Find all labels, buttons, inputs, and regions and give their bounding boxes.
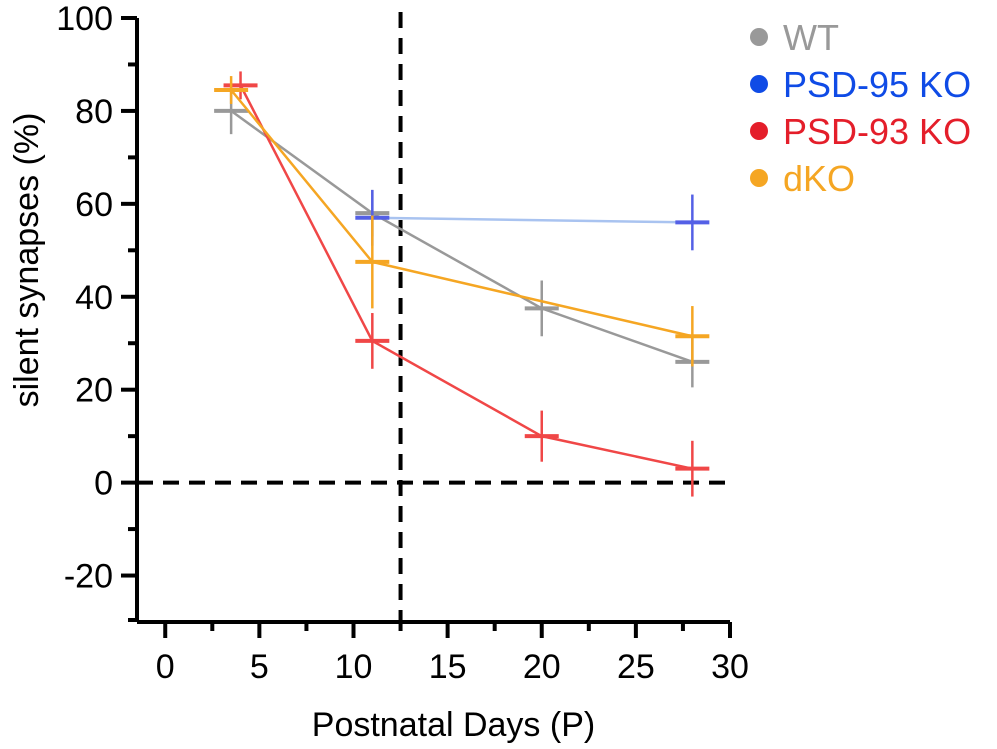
legend-label: PSD-93 KO — [783, 111, 971, 152]
legend-label: dKO — [783, 158, 855, 199]
series-line — [230, 89, 693, 338]
legend-marker — [750, 75, 768, 93]
series-dko — [214, 76, 710, 367]
x-tick-label: 0 — [156, 648, 175, 686]
x-tick-label: 5 — [250, 648, 269, 686]
legend-marker — [750, 169, 768, 187]
y-tick-label: -20 — [64, 558, 113, 596]
axes: -20 0 20 40 60 80 100 0 5 10 15 20 25 30 — [56, 0, 749, 686]
x-tick-label: 25 — [617, 648, 655, 686]
series-line — [230, 109, 693, 363]
series-psd-93-ko — [223, 71, 710, 497]
legend-marker — [750, 28, 768, 46]
x-tick-label: 30 — [711, 648, 749, 686]
legend-label: WT — [783, 17, 839, 58]
legend-marker — [750, 122, 768, 140]
x-tick-label: 10 — [335, 648, 373, 686]
legend: WT PSD-95 KO PSD-93 KO dKO — [750, 17, 971, 199]
y-axis-title: silent synapses (%) — [8, 113, 46, 408]
legend-label: PSD-95 KO — [783, 64, 971, 105]
series-layer — [214, 71, 710, 497]
x-axis-title: Postnatal Days (P) — [312, 706, 595, 744]
y-tick-label: 0 — [94, 465, 113, 503]
series-line — [372, 216, 693, 224]
y-tick-label: 100 — [56, 0, 113, 38]
y-tick-label: 40 — [75, 279, 113, 317]
y-tick-label: 80 — [75, 93, 113, 131]
series-wt — [214, 87, 710, 388]
x-tick-label: 15 — [429, 648, 467, 686]
reference-lines — [137, 12, 730, 622]
x-tick-label: 20 — [523, 648, 561, 686]
y-tick-label: 20 — [75, 372, 113, 410]
y-tick-label: 60 — [75, 186, 113, 224]
series-line — [239, 84, 693, 470]
series-psd-95-ko — [355, 189, 710, 251]
